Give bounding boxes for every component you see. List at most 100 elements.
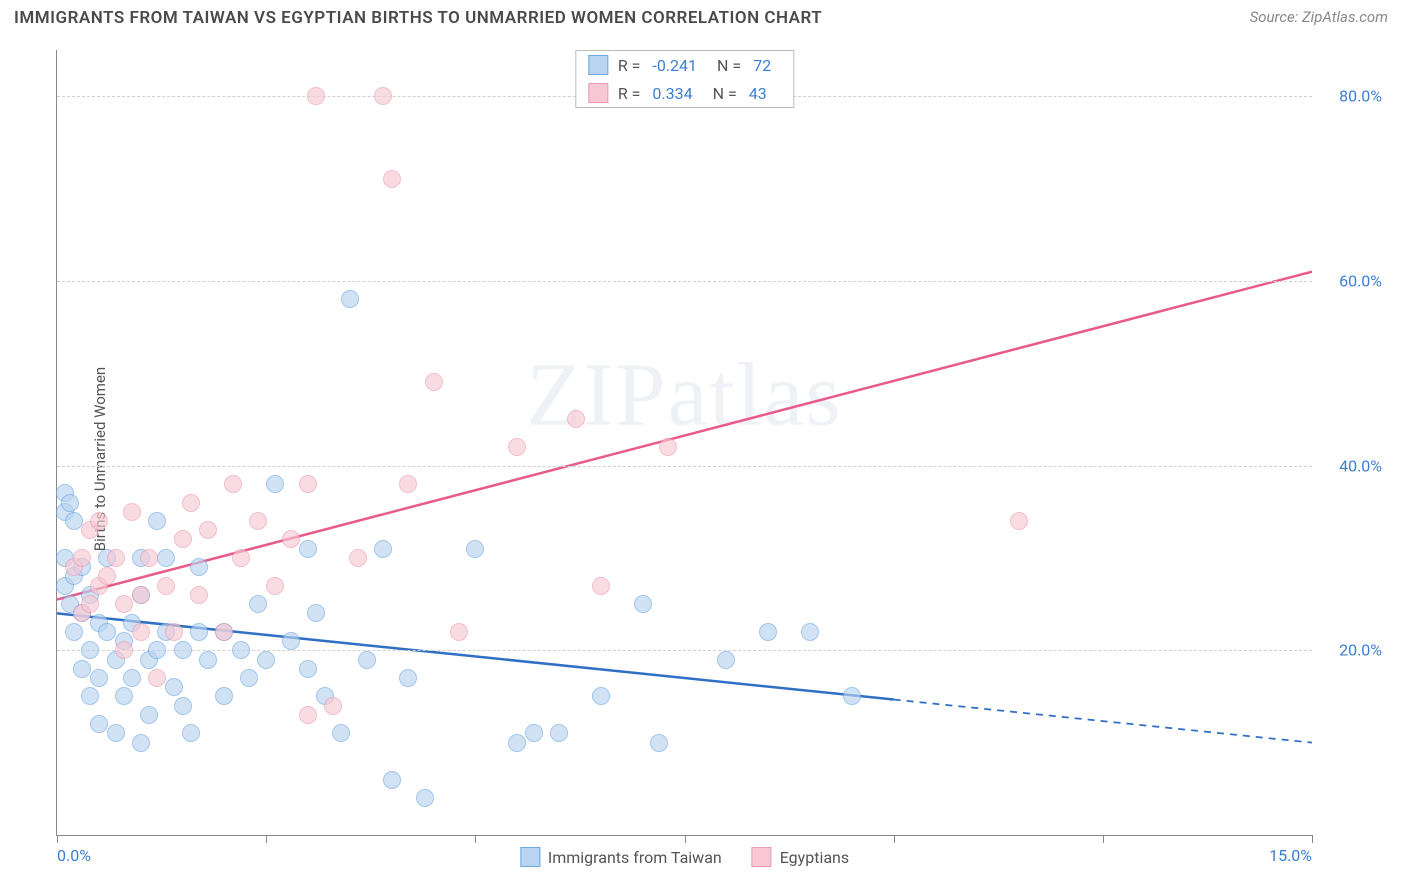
data-point xyxy=(115,687,133,705)
data-point xyxy=(349,549,367,567)
chart-container: Births to Unmarried Women ZIPatlas R =-0… xyxy=(14,40,1392,878)
data-point xyxy=(257,651,275,669)
legend-item: Egyptians xyxy=(752,847,849,867)
data-point xyxy=(190,586,208,604)
x-tick xyxy=(894,835,895,843)
data-point xyxy=(190,623,208,641)
data-point xyxy=(115,641,133,659)
plot-area: ZIPatlas R =-0.241N =72R =0.334N =43 Imm… xyxy=(56,50,1312,836)
y-tick-label: 20.0% xyxy=(1339,641,1382,660)
data-point xyxy=(182,494,200,512)
data-point xyxy=(81,641,99,659)
data-point xyxy=(592,687,610,705)
legend-row: R =0.334N =43 xyxy=(576,79,793,107)
x-tick xyxy=(475,835,476,843)
data-point xyxy=(307,87,325,105)
data-point xyxy=(232,641,250,659)
data-point xyxy=(450,623,468,641)
x-tick xyxy=(266,835,267,843)
data-point xyxy=(90,669,108,687)
gridline xyxy=(57,281,1312,282)
data-point xyxy=(61,494,79,512)
data-point xyxy=(98,567,116,585)
data-point xyxy=(115,595,133,613)
data-point xyxy=(759,623,777,641)
data-point xyxy=(165,623,183,641)
legend-row: R =-0.241N =72 xyxy=(576,51,793,79)
data-point xyxy=(299,706,317,724)
data-point xyxy=(182,724,200,742)
data-point xyxy=(383,170,401,188)
data-point xyxy=(299,660,317,678)
data-point xyxy=(240,669,258,687)
data-point xyxy=(157,549,175,567)
legend-label: Immigrants from Taiwan xyxy=(548,848,722,867)
data-point xyxy=(801,623,819,641)
data-point xyxy=(199,651,217,669)
data-point xyxy=(81,595,99,613)
data-point xyxy=(123,669,141,687)
data-point xyxy=(199,521,217,539)
legend-swatch xyxy=(752,847,772,867)
x-tick-label: 0.0% xyxy=(57,846,91,865)
data-point xyxy=(374,87,392,105)
data-point xyxy=(81,687,99,705)
data-point xyxy=(332,724,350,742)
watermark: ZIPatlas xyxy=(527,344,843,447)
data-point xyxy=(324,697,342,715)
data-point xyxy=(341,290,359,308)
data-point xyxy=(358,651,376,669)
data-point xyxy=(232,549,250,567)
data-point xyxy=(843,687,861,705)
x-tick xyxy=(1312,835,1313,843)
correlation-legend: R =-0.241N =72R =0.334N =43 xyxy=(575,50,794,108)
data-point xyxy=(215,687,233,705)
x-tick-label: 15.0% xyxy=(1269,846,1312,865)
data-point xyxy=(299,475,317,493)
data-point xyxy=(190,558,208,576)
data-point xyxy=(132,623,150,641)
data-point xyxy=(249,512,267,530)
data-point xyxy=(132,734,150,752)
data-point xyxy=(592,577,610,595)
chart-title: IMMIGRANTS FROM TAIWAN VS EGYPTIAN BIRTH… xyxy=(14,8,822,28)
data-point xyxy=(567,410,585,428)
data-point xyxy=(508,734,526,752)
x-tick xyxy=(57,835,58,843)
y-tick-label: 80.0% xyxy=(1339,87,1382,106)
data-point xyxy=(90,512,108,530)
data-point xyxy=(174,697,192,715)
data-point xyxy=(65,623,83,641)
data-point xyxy=(107,549,125,567)
data-point xyxy=(148,641,166,659)
data-point xyxy=(65,512,83,530)
data-point xyxy=(1010,512,1028,530)
data-point xyxy=(174,530,192,548)
legend-item: Immigrants from Taiwan xyxy=(520,847,722,867)
data-point xyxy=(659,438,677,456)
data-point xyxy=(215,623,233,641)
data-point xyxy=(634,595,652,613)
data-point xyxy=(98,623,116,641)
source-label: Source: ZipAtlas.com xyxy=(1250,8,1388,26)
data-point xyxy=(425,373,443,391)
data-point xyxy=(307,604,325,622)
legend-swatch xyxy=(588,83,608,103)
data-point xyxy=(140,549,158,567)
x-tick xyxy=(685,835,686,843)
data-point xyxy=(132,586,150,604)
data-point xyxy=(123,503,141,521)
data-point xyxy=(140,706,158,724)
data-point xyxy=(224,475,242,493)
data-point xyxy=(550,724,568,742)
data-point xyxy=(148,669,166,687)
data-point xyxy=(107,724,125,742)
data-point xyxy=(508,438,526,456)
data-point xyxy=(249,595,267,613)
data-point xyxy=(650,734,668,752)
data-point xyxy=(466,540,484,558)
series-legend: Immigrants from Taiwan Egyptians xyxy=(520,847,849,867)
data-point xyxy=(717,651,735,669)
y-tick-label: 60.0% xyxy=(1339,271,1382,290)
data-point xyxy=(299,540,317,558)
